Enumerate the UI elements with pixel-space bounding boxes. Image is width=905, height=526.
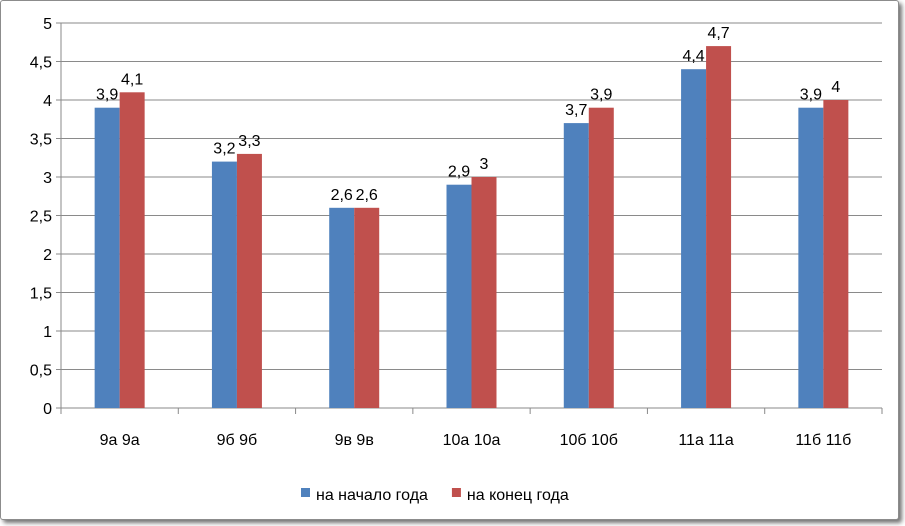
bar-end [588, 107, 614, 408]
data-label: 3,9 [590, 87, 612, 104]
y-tick-label: 2,5 [30, 209, 52, 226]
data-label: 3,3 [238, 133, 260, 150]
legend-label: на начало года [316, 487, 428, 504]
bar-start [446, 184, 472, 408]
category-label: 11б 11б [795, 432, 851, 449]
bar-end [236, 153, 262, 408]
y-tick-label: 4,5 [30, 55, 52, 72]
data-label: 2,6 [331, 187, 353, 204]
legend-swatch [451, 488, 461, 497]
y-tick-label: 1,5 [30, 286, 52, 303]
bar-start [563, 123, 589, 408]
y-tick-label: 3 [43, 170, 52, 187]
data-label: 3,2 [213, 141, 235, 158]
bar-start [94, 107, 120, 408]
y-tick-label: 4 [43, 93, 52, 110]
bar-end [119, 92, 145, 409]
category-label: 10б 10б [560, 432, 618, 449]
data-label: 4 [831, 79, 840, 96]
category-label: 9в 9в [335, 432, 374, 449]
data-label: 2,6 [356, 187, 378, 204]
legend-label: на конец года [467, 487, 569, 504]
bar-end [706, 46, 732, 408]
legend-swatch [301, 488, 310, 497]
bar-end [354, 207, 380, 408]
bar-start [211, 161, 237, 408]
data-label: 4,1 [121, 71, 143, 88]
category-label: 10а 10а [443, 432, 501, 449]
data-label: 3,9 [96, 87, 118, 104]
bar-end [471, 177, 497, 408]
data-label: 3,9 [800, 87, 822, 104]
category-label: 9б 9б [217, 432, 258, 449]
data-label: 2,9 [448, 164, 470, 181]
bar-end [823, 100, 849, 408]
y-tick-label: 5 [43, 16, 52, 33]
y-tick-label: 0,5 [30, 363, 52, 380]
y-tick-label: 1 [43, 324, 52, 341]
bar-start [681, 69, 707, 408]
category-label: 11а 11а [678, 432, 734, 449]
data-label: 3 [480, 156, 489, 173]
bar-start [329, 207, 355, 408]
data-label: 4,7 [707, 25, 729, 42]
data-label: 4,4 [682, 48, 704, 65]
category-label: 9а 9а [100, 432, 140, 449]
y-tick-label: 2 [43, 247, 52, 264]
y-tick-label: 3,5 [30, 132, 52, 149]
bar-start [798, 107, 824, 408]
data-label: 3,7 [565, 102, 587, 119]
y-tick-label: 0 [43, 401, 52, 418]
